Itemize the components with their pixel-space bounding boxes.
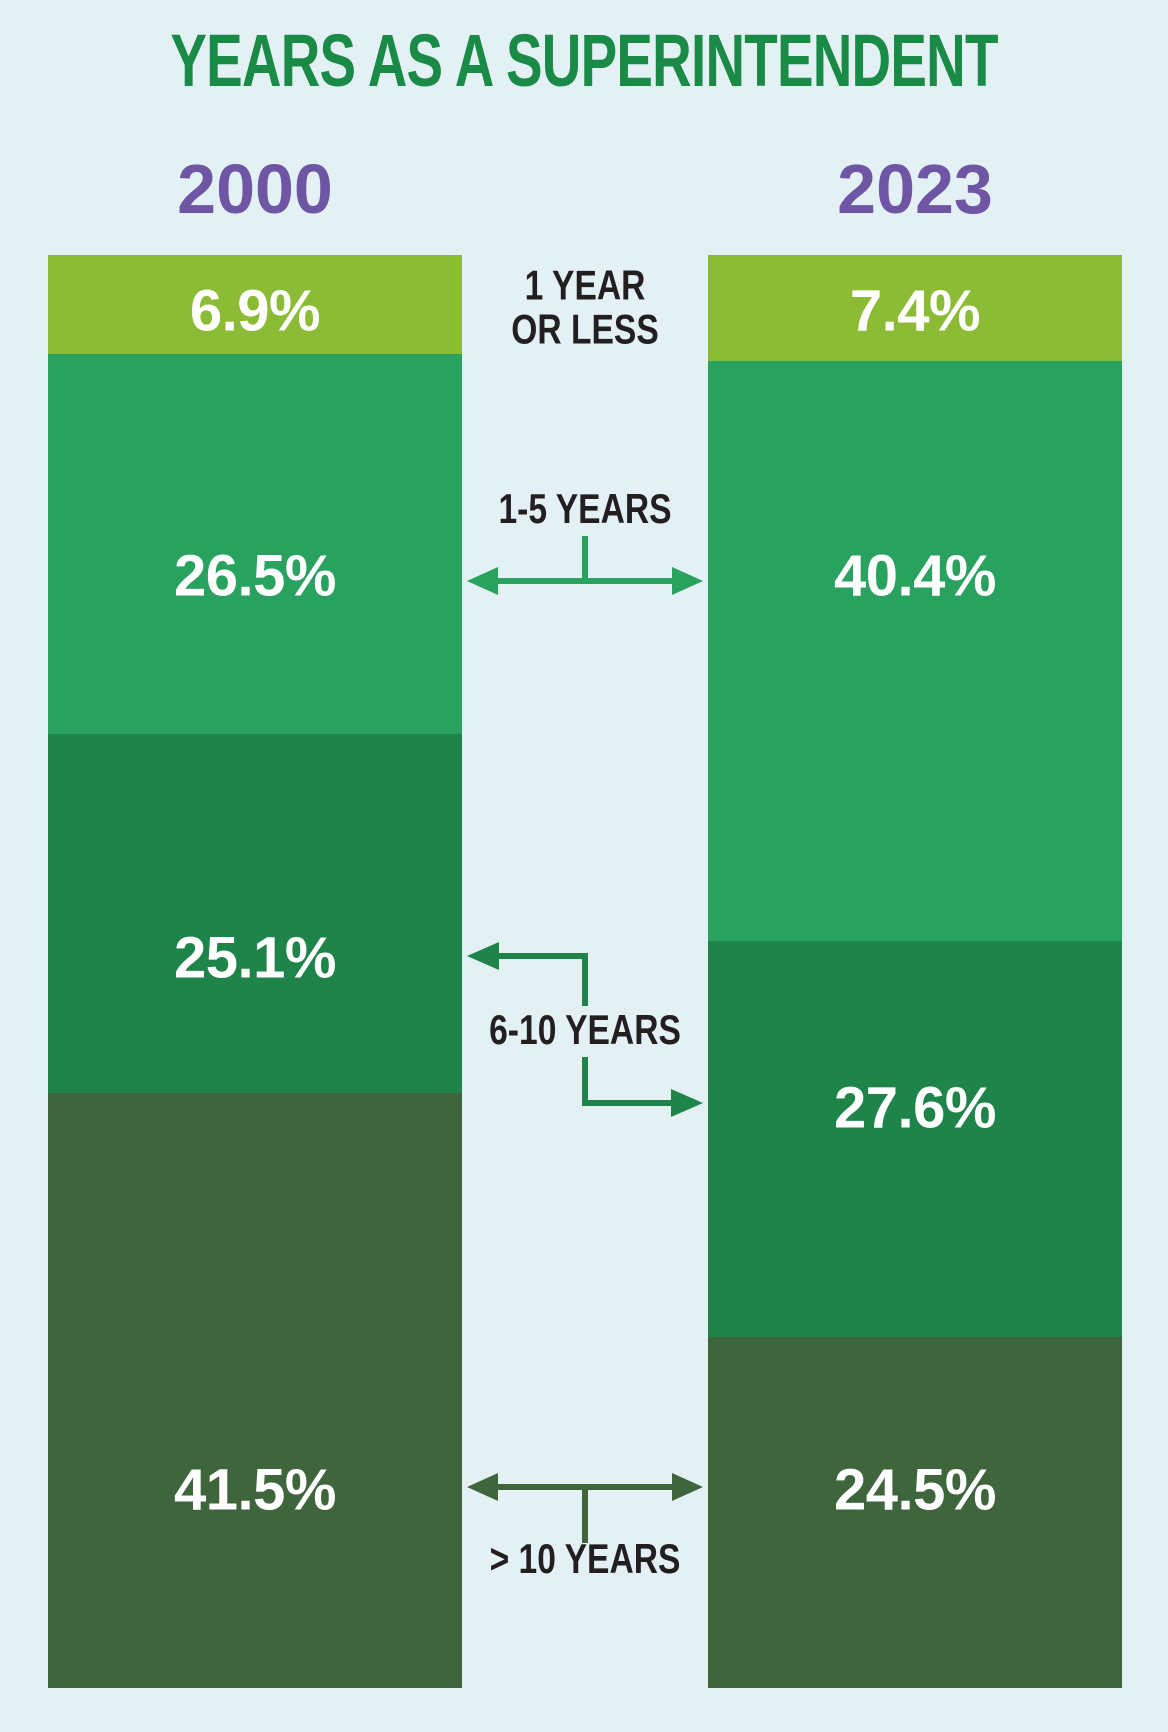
- value-label-2000-1-year-or-less: 6.9%: [189, 278, 321, 344]
- chart-title: YEARS AS A SUPERINTENDENT: [170, 19, 998, 102]
- year-label-2000: 2000: [177, 150, 333, 228]
- bar-segment-2000-1-year-or-less: [48, 255, 462, 354]
- value-label-2023-over-10-years: 24.5%: [834, 1457, 996, 1523]
- stacked-bar-2000: [48, 255, 462, 1688]
- bar-segment-2000-6-10-years: [48, 733, 462, 1094]
- value-label-2000-1-5-years: 26.5%: [174, 543, 336, 609]
- category-label-6-10-years: 6-10 YEARS: [489, 1006, 681, 1054]
- value-label-2000-6-10-years: 25.1%: [174, 925, 336, 991]
- bar-segment-2023-1-5-years: [708, 361, 1122, 941]
- value-label-2023-1-5-years: 40.4%: [834, 543, 996, 609]
- category-label-1-5-years: 1-5 YEARS: [498, 485, 672, 533]
- bar-segment-2023-over-10-years: [708, 1336, 1122, 1688]
- double-arrow-1-5-years-icon: [467, 536, 703, 595]
- value-label-2023-6-10-years: 27.6%: [834, 1075, 996, 1141]
- double-arrow-over-10-years-icon: [467, 1473, 703, 1543]
- category-label-1-year-or-less: 1 YEAR OR LESS: [511, 261, 659, 352]
- value-label-2000-over-10-years: 41.5%: [174, 1457, 336, 1523]
- stacked-bar-2023: [708, 255, 1122, 1688]
- year-label-2023: 2023: [837, 150, 993, 228]
- value-label-2023-1-year-or-less: 7.4%: [849, 278, 981, 344]
- bar-segment-2023-6-10-years: [708, 940, 1122, 1337]
- category-label-over-10-years: > 10 YEARS: [489, 1535, 681, 1583]
- bar-segment-2023-1-year-or-less: [708, 255, 1122, 362]
- bar-segment-2000-over-10-years: [48, 1093, 462, 1688]
- bar-segment-2000-1-5-years: [48, 353, 462, 734]
